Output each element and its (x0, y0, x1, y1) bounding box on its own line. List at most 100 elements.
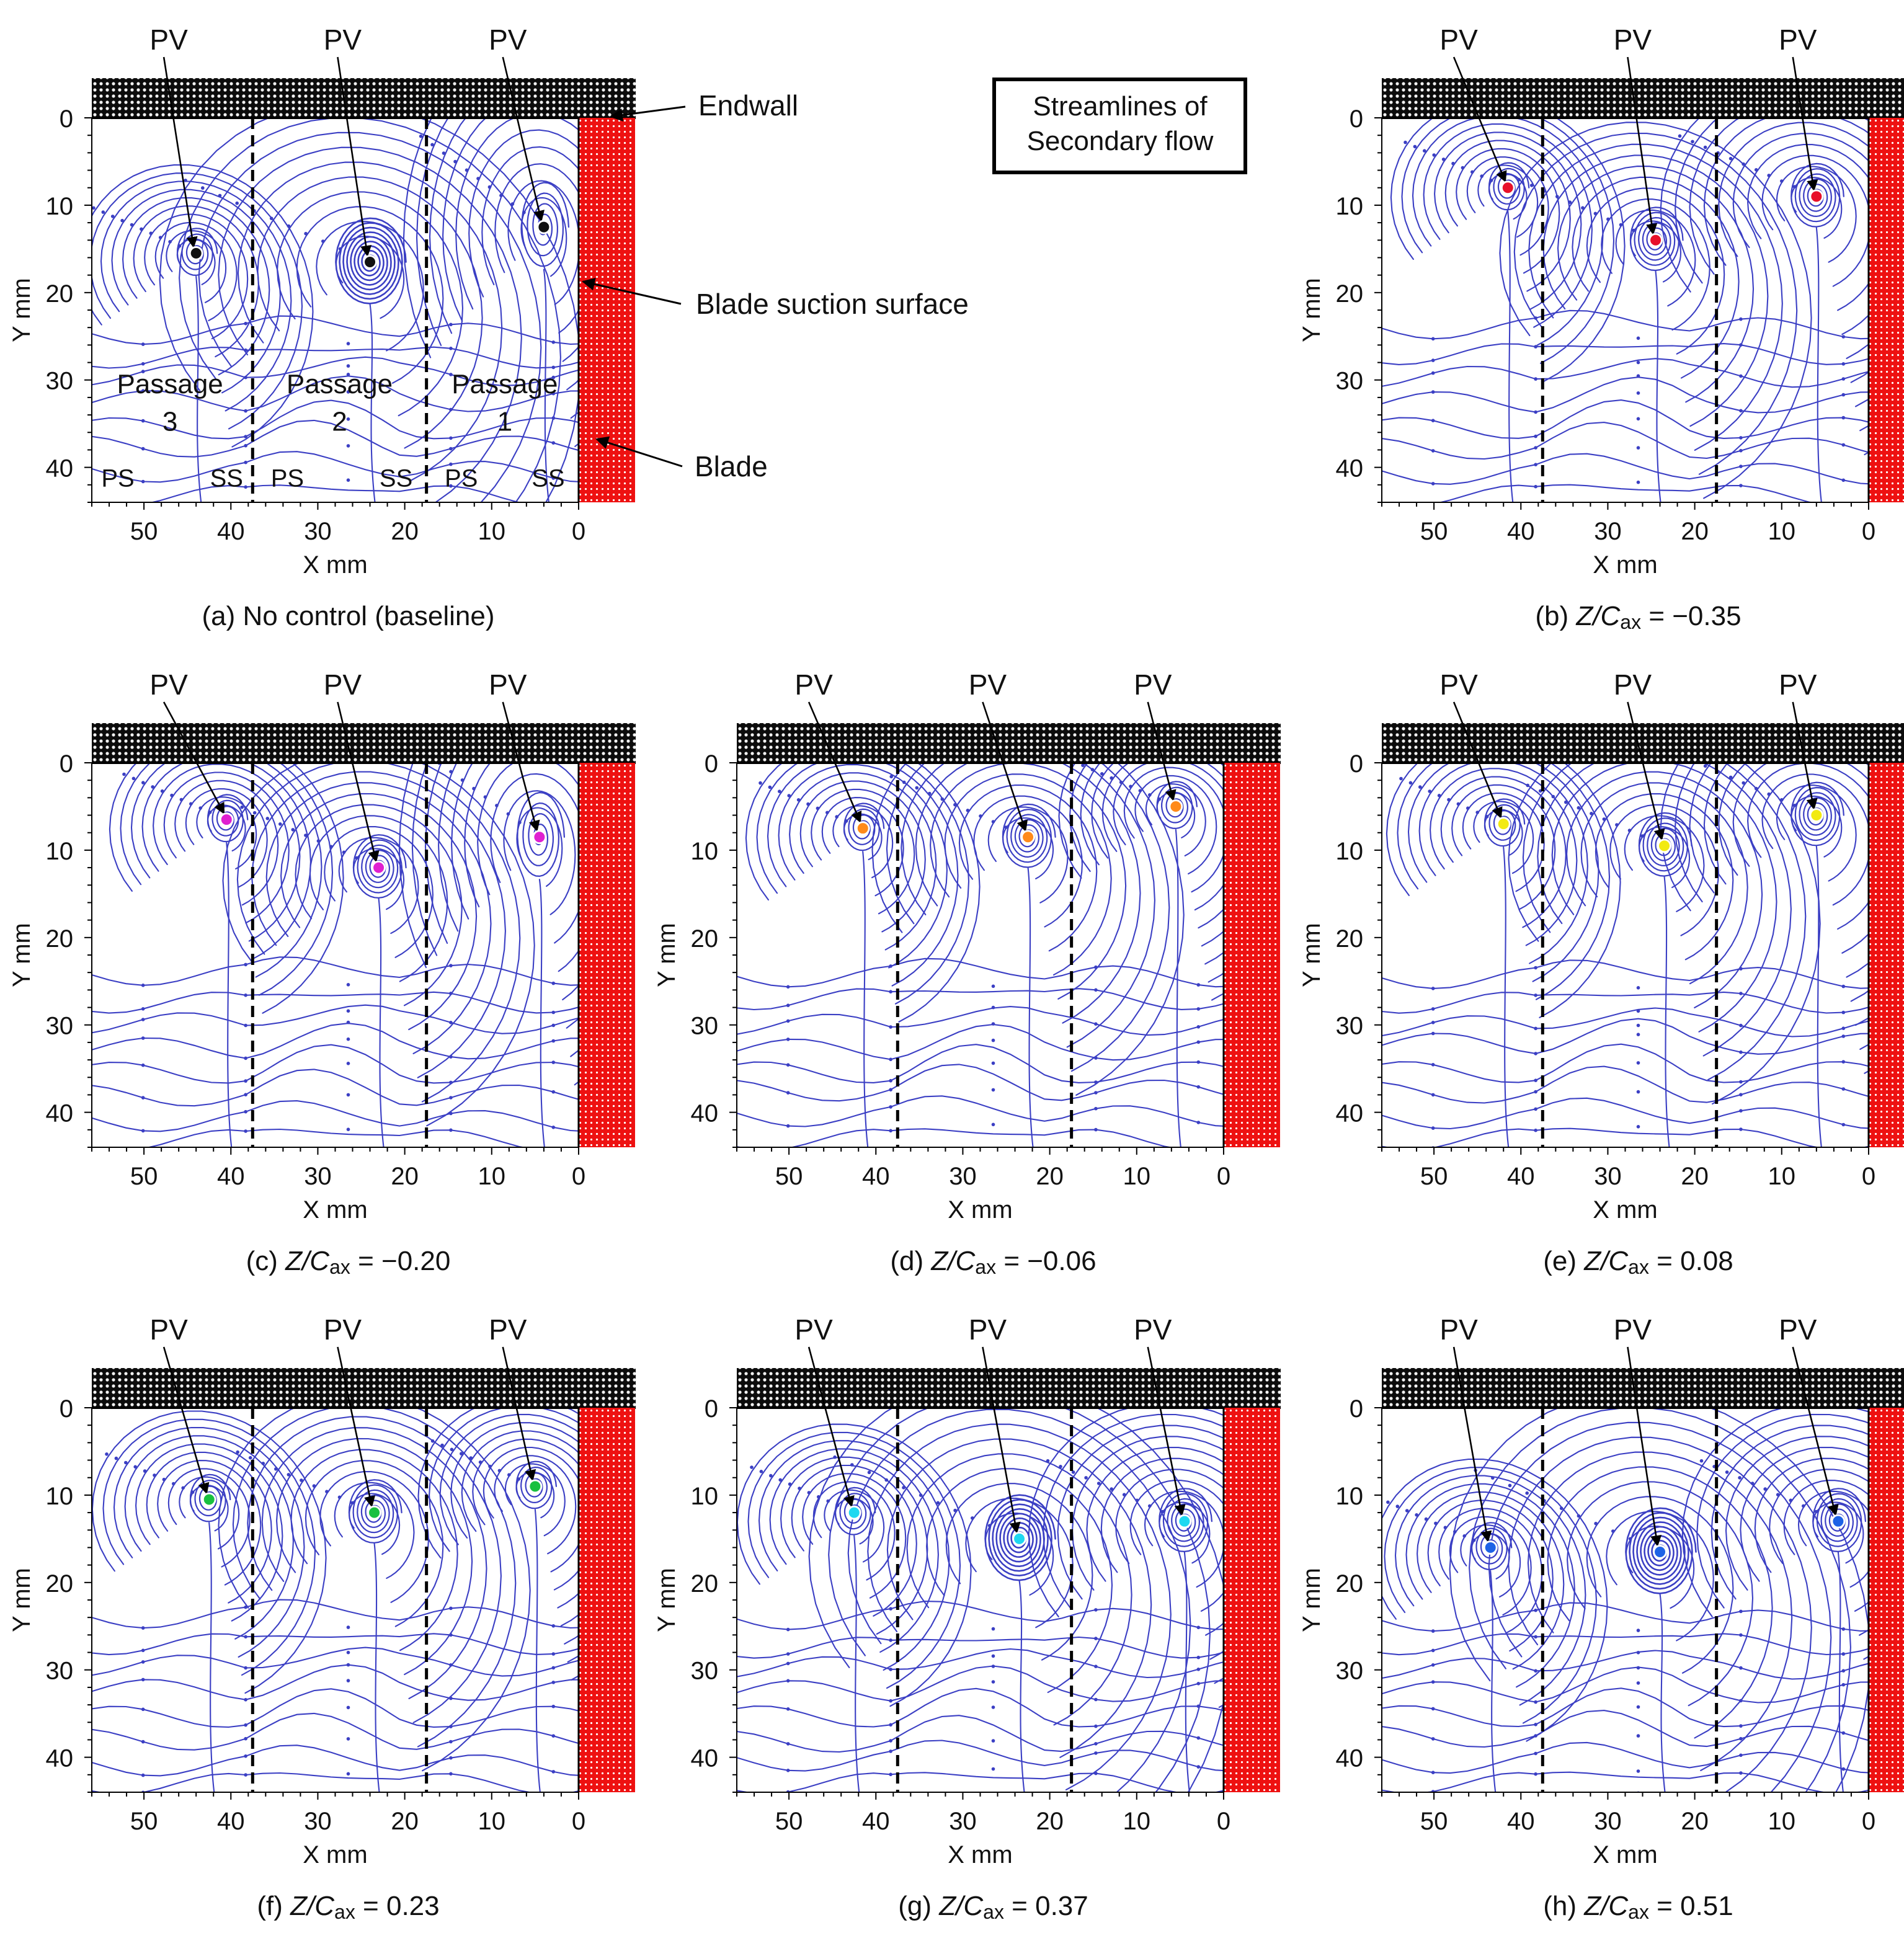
streamline (305, 1460, 444, 1627)
streamline (1382, 1650, 1895, 1680)
streamline-arrow-dot (798, 1486, 801, 1490)
streamline-arrow-dot (1418, 785, 1422, 789)
streamline-arrow-dot (488, 1464, 492, 1469)
streamline-arrow-dot (1841, 1122, 1846, 1127)
streamline-arrow-dot (449, 1021, 453, 1024)
streamline-arrow-dot (265, 817, 270, 820)
streamline-arrow-dot (181, 1486, 185, 1490)
streamline (1418, 763, 1588, 964)
streamline (109, 763, 344, 1014)
streamline-arrow-dot (1534, 1128, 1537, 1132)
caption-subscript: ax (1628, 1256, 1649, 1278)
streamline (1528, 143, 1783, 451)
streamline (1537, 763, 1792, 1057)
streamline-arrow-dot (1842, 505, 1846, 509)
pv-arrow (807, 701, 862, 824)
streamline-arrow-dot (244, 485, 247, 489)
streamline (778, 763, 948, 969)
streamline (1382, 1771, 1895, 1792)
streamline-arrow-dot (1526, 783, 1529, 788)
streamline-arrow-dot (1739, 374, 1743, 378)
streamline-arrow-dot (1841, 1627, 1846, 1631)
streamline-arrow-dot (1431, 1063, 1435, 1067)
streamline-arrow-dot (889, 1057, 892, 1062)
streamline-arrow-dot (449, 1756, 453, 1760)
x-tick-label: 20 (391, 1163, 419, 1190)
streamline-arrow-dot (991, 1122, 995, 1127)
streamline-arrow-dot (1431, 1021, 1435, 1024)
streamline-arrow-dot (1196, 1682, 1201, 1686)
streamline-tail (208, 1522, 215, 1792)
pv-arrow (502, 701, 540, 832)
streamline (737, 1636, 1250, 1659)
streamline-arrow-dot (287, 1473, 291, 1477)
streamline-arrow-dot (889, 1025, 892, 1029)
streamline-arrow-dot (140, 227, 143, 231)
streamline (1145, 783, 1206, 856)
streamline-arrow-dot (1094, 1751, 1098, 1755)
streamline (198, 131, 542, 502)
streamline-arrow-dot (991, 984, 995, 989)
streamline (149, 484, 605, 502)
streamline-arrow-dot (337, 1495, 342, 1500)
streamline (737, 1772, 1250, 1792)
streamline-arrow-dot (346, 1009, 350, 1013)
streamline-arrow-dot (768, 785, 772, 789)
streamline-arrow-dot (101, 210, 105, 214)
streamline (789, 772, 937, 951)
streamline (504, 1463, 566, 1537)
streamline-arrow-dot (1451, 161, 1455, 166)
streamline-arrow-dot (1094, 1608, 1098, 1612)
streamline-arrow-dot (248, 1455, 252, 1460)
streamline (1382, 1127, 1895, 1147)
streamline-arrow-dot (346, 1062, 350, 1065)
streamline-arrow-dot (1437, 794, 1441, 798)
streamline (257, 176, 483, 449)
streamline (1071, 1436, 1250, 1709)
pv-arrow (1627, 1346, 1662, 1547)
streamline-arrow-dot (786, 1124, 790, 1128)
streamline (1522, 763, 1807, 1081)
streamline-arrow-dot (551, 1090, 556, 1094)
streamline-arrow-dot (1841, 393, 1846, 397)
streamline (130, 763, 323, 978)
streamline-arrow-dot (1841, 1767, 1846, 1771)
x-axis-title: X mm (303, 1196, 367, 1224)
streamline (92, 1772, 605, 1792)
streamline-arrow-dot (1508, 1483, 1512, 1488)
vortex-center-marker (1177, 1514, 1192, 1529)
streamline-arrow-dot (346, 1679, 350, 1682)
streamline (92, 1688, 605, 1728)
streamline (261, 1427, 487, 1699)
streamline-arrow-dot (449, 1128, 453, 1132)
streamline (92, 1633, 605, 1656)
pv-arrow (1452, 701, 1503, 819)
streamline-arrow-dot (1564, 800, 1568, 804)
y-tick-label: 20 (46, 1570, 74, 1598)
streamline-arrow-dot (1728, 156, 1733, 161)
streamline-arrow-dot (141, 479, 145, 484)
streamline-arrow-dot (786, 1742, 790, 1746)
streamline (1382, 1710, 1895, 1748)
streamline-arrow-dot (551, 375, 556, 380)
streamline (1080, 763, 1250, 965)
y-tick-label: 20 (46, 925, 74, 953)
passage-label: Passage (452, 369, 558, 399)
streamline-arrow-dot (991, 1739, 995, 1743)
streamline-arrow-dot (1739, 448, 1743, 453)
streamline-arrow-dot (1094, 1091, 1098, 1095)
x-tick-label: 10 (1768, 1163, 1796, 1190)
streamline-arrow-dot (1431, 1707, 1435, 1711)
y-tick-label: 40 (691, 1100, 719, 1127)
pv-label: PV (1614, 24, 1652, 56)
streamline (1547, 1466, 1773, 1739)
y-axis-title: Y mm (8, 1568, 35, 1632)
streamline-arrow-dot (1636, 1125, 1640, 1129)
streamline-arrow-dot (346, 444, 350, 448)
streamline (1675, 118, 1895, 432)
streamline-arrow-dot (110, 215, 115, 218)
streamline-arrow-dot (1413, 144, 1417, 149)
x-tick-label: 0 (1217, 1163, 1230, 1190)
streamline-arrow-dot (889, 1749, 892, 1753)
streamline-arrow-dot (141, 1036, 145, 1040)
